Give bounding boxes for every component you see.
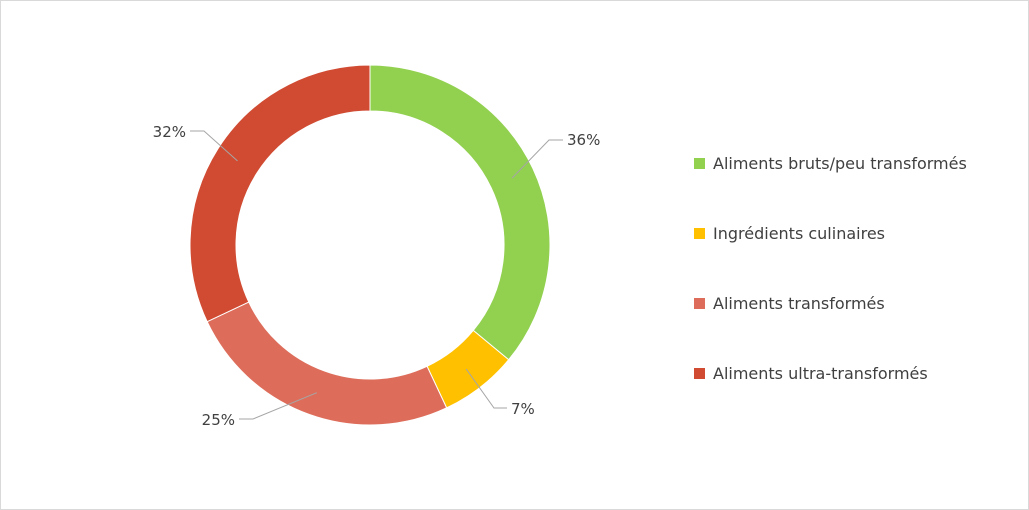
leader-line xyxy=(190,130,238,162)
donut-slice xyxy=(369,64,551,361)
legend-item: Aliments bruts/peu transformés xyxy=(694,151,1024,175)
legend-swatch xyxy=(694,367,705,379)
donut-slice xyxy=(189,64,371,323)
legend-swatch xyxy=(694,297,705,309)
leader-line xyxy=(239,392,318,420)
legend-item: Aliments ultra-transformés xyxy=(694,361,1024,385)
legend-label: Aliments bruts/peu transformés xyxy=(713,153,967,173)
data-label: 7% xyxy=(511,400,535,418)
donut-slices xyxy=(189,64,551,426)
data-labels: 36% 7% 25% 32% xyxy=(153,123,601,429)
data-label: 32% xyxy=(153,123,186,141)
data-label: 25% xyxy=(202,411,235,429)
donut-slice xyxy=(206,301,448,426)
data-label: 36% xyxy=(567,131,600,149)
legend-label: Ingrédients culinaires xyxy=(713,223,885,243)
legend-item: Aliments transformés xyxy=(694,291,1024,315)
legend-label: Aliments ultra-transformés xyxy=(713,363,928,383)
legend-swatch xyxy=(694,227,705,239)
leader-line xyxy=(465,368,507,409)
leader-lines xyxy=(190,130,563,420)
legend-item: Ingrédients culinaires xyxy=(694,221,1024,245)
legend: Aliments bruts/peu transformés Ingrédien… xyxy=(694,151,1024,431)
leader-line xyxy=(511,139,563,179)
legend-label: Aliments transformés xyxy=(713,293,885,313)
legend-swatch xyxy=(694,157,705,169)
